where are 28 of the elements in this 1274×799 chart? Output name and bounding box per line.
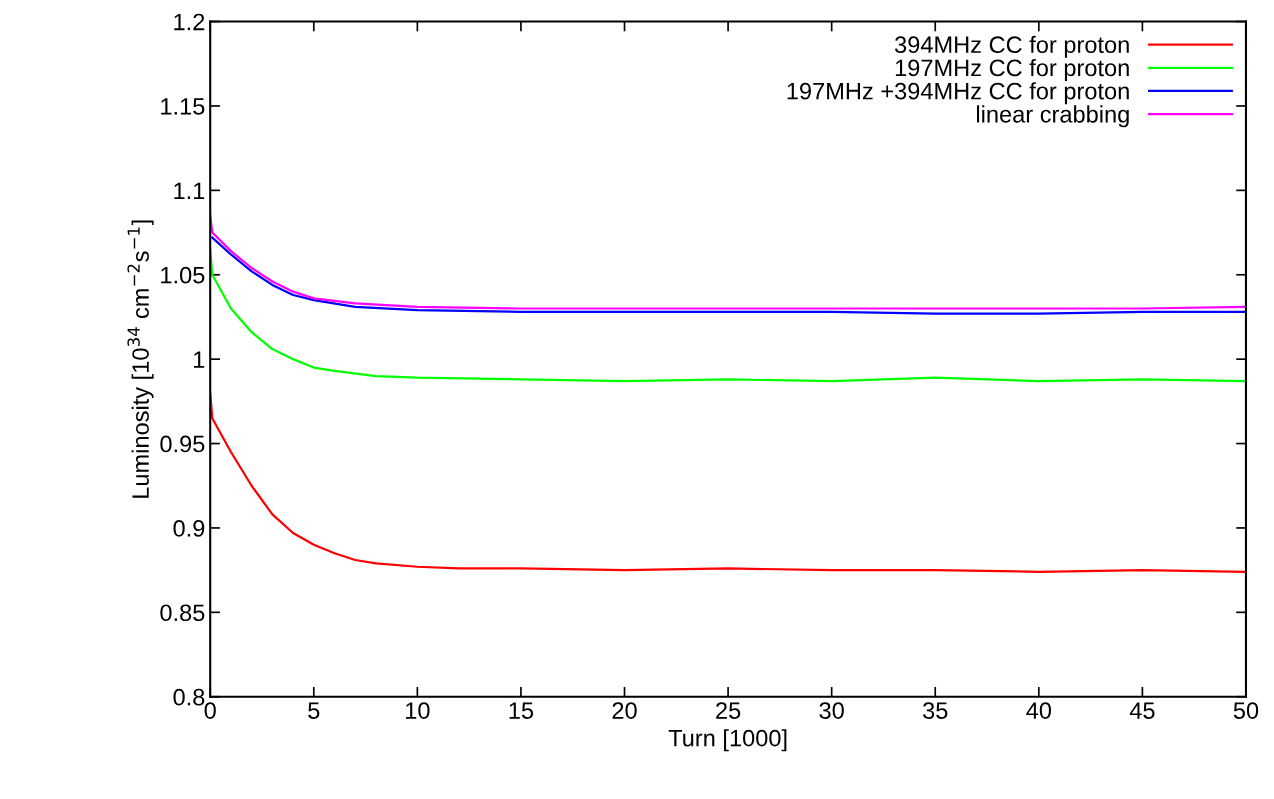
y-axis-title: Luminosity [10$^{34}$ cm$^{−2}$s$^{−1}$] — [127, 220, 154, 498]
x-tick-label: 20 — [612, 702, 637, 719]
y-tick-label: 1.2 — [174, 13, 205, 31]
x-axis-title: Turn [1000] — [668, 729, 787, 752]
x-tick-label: 45 — [1129, 702, 1155, 719]
legend-label: 197MHz CC for proton — [895, 58, 1129, 81]
y-tick-label: 1.1 — [174, 182, 205, 199]
x-tick-label: 25 — [716, 702, 741, 719]
x-tick-label: 0 — [204, 702, 216, 719]
x-tick-label: 40 — [1026, 702, 1052, 719]
legend-label: 394MHz CC for proton — [894, 35, 1129, 58]
y-tick-label: 1.15 — [161, 98, 205, 115]
x-tick-label: 5 — [308, 702, 320, 719]
y-tick-label: 0.85 — [160, 604, 205, 622]
x-tick-label: 50 — [1233, 702, 1259, 719]
x-tick-label: 10 — [406, 702, 430, 719]
y-tick-label: 0.9 — [173, 520, 205, 537]
x-tick-label: 30 — [819, 702, 844, 719]
x-tick-label: 15 — [509, 702, 534, 719]
legend-label: 197MHz +394MHz CC for proton — [787, 82, 1129, 105]
y-tick-label: 0.8 — [173, 688, 205, 706]
y-tick-label: 0.95 — [160, 435, 205, 453]
y-tick-label: 1.05 — [161, 266, 205, 284]
line-series — [211, 236, 1246, 315]
y-tick-label: 1 — [194, 351, 205, 368]
line-series — [210, 214, 1246, 310]
x-tick-label: 35 — [923, 702, 948, 719]
legend-label: linear crabbing — [977, 105, 1129, 128]
